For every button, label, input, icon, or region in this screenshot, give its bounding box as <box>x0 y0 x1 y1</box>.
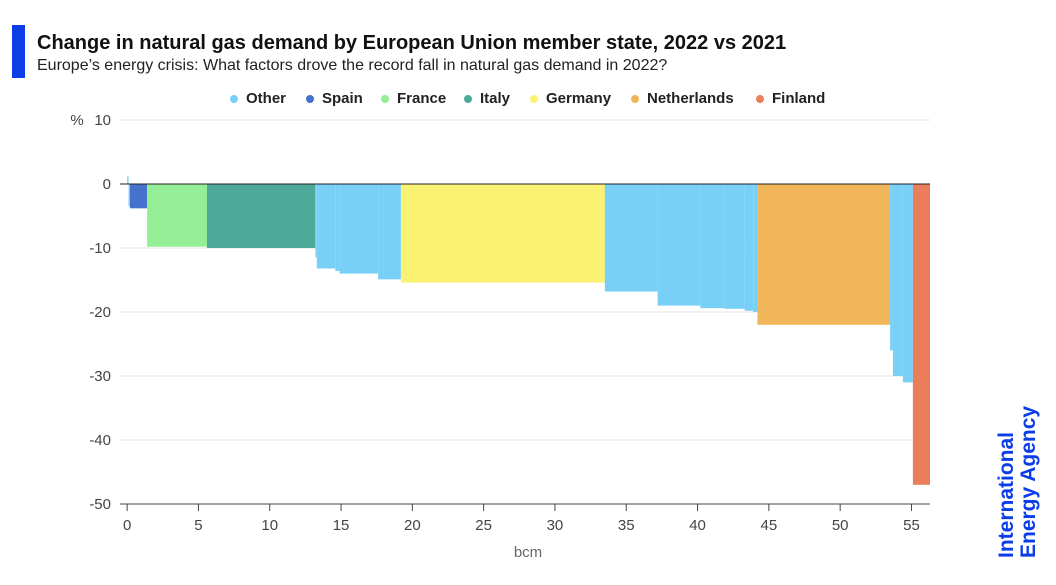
bar-other <box>315 184 317 258</box>
x-tick-label: 0 <box>123 517 131 534</box>
x-tick-label: 5 <box>194 517 202 534</box>
bar-other <box>744 184 754 311</box>
legend-label-netherlands: Netherlands <box>647 90 734 107</box>
x-tick-label: 10 <box>261 517 278 534</box>
chart-subtitle: Europe’s energy crisis: What factors dro… <box>37 57 668 74</box>
bar-other <box>700 184 725 309</box>
x-tick-label: 45 <box>761 517 778 534</box>
bar-other <box>753 184 758 312</box>
bar-other <box>657 184 701 306</box>
legend-item-other[interactable]: Other <box>230 90 286 107</box>
bar-netherlands <box>757 184 891 325</box>
x-tick-label: 25 <box>475 517 492 534</box>
x-tick-label: 15 <box>333 517 350 534</box>
chart-title: Change in natural gas demand by European… <box>37 32 787 54</box>
bar-other <box>339 184 379 274</box>
y-tick-label: 10 <box>94 112 111 129</box>
legend-item-italy[interactable]: Italy <box>464 90 510 107</box>
bar-spain <box>129 184 148 209</box>
bar-other <box>902 184 913 383</box>
bar-other <box>892 184 903 376</box>
bar-other <box>724 184 745 309</box>
legend-label-finland: Finland <box>772 90 826 107</box>
iea-logo-line1: International <box>995 431 1018 558</box>
bar-other <box>335 184 340 272</box>
y-tick-label: 0 <box>103 176 111 193</box>
x-tick-label: 50 <box>832 517 849 534</box>
x-axis-title: bcm <box>514 544 542 561</box>
y-tick-label: -30 <box>89 368 111 385</box>
bar-france <box>147 184 207 247</box>
legend-label-spain: Spain <box>322 90 363 107</box>
x-tick-label: 35 <box>618 517 635 534</box>
y-tick-label: -10 <box>89 240 111 257</box>
legend-label-italy: Italy <box>480 90 511 107</box>
iea-logo-line2: Energy Agency <box>1017 405 1040 558</box>
bar-other <box>127 176 129 184</box>
legend-dot-other <box>230 94 238 103</box>
legend-item-germany[interactable]: Germany <box>530 90 611 107</box>
legend-dot-finland <box>756 94 764 103</box>
x-tick-label: 30 <box>547 517 564 534</box>
legend-item-finland[interactable]: Finland <box>756 90 825 107</box>
bar-germany <box>400 184 605 283</box>
x-tick-label: 20 <box>404 517 421 534</box>
legend-dot-netherlands <box>631 94 639 103</box>
title-accent-bar <box>12 25 25 78</box>
bar-other <box>604 184 658 292</box>
legend-dot-italy <box>464 94 472 103</box>
legend-dot-france <box>381 94 389 103</box>
x-tick-label: 40 <box>689 517 706 534</box>
legend-item-netherlands[interactable]: Netherlands <box>631 90 734 107</box>
bar-other <box>128 184 130 207</box>
legend-item-france[interactable]: France <box>381 90 446 107</box>
legend-dot-germany <box>530 94 538 103</box>
bar-italy <box>206 184 316 248</box>
legend-label-france: France <box>397 90 447 107</box>
chart-legend: Other Spain France Italy Germany Netherl… <box>0 90 1056 112</box>
legend-item-spain[interactable]: Spain <box>306 90 363 107</box>
bar-other <box>378 184 401 280</box>
y-axis-label: % <box>70 112 83 129</box>
bar-finland <box>912 184 930 485</box>
y-tick-label: -20 <box>89 304 111 321</box>
iea-logo: International Energy Agency <box>995 405 1040 558</box>
y-tick-label: -40 <box>89 432 111 449</box>
bar-other <box>316 184 336 269</box>
x-tick-label: 55 <box>903 517 920 534</box>
bar-other <box>890 184 893 351</box>
legend-label-other: Other <box>246 90 287 107</box>
y-tick-label: -50 <box>89 496 111 513</box>
legend-label-germany: Germany <box>546 90 612 107</box>
legend-dot-spain <box>306 94 314 103</box>
